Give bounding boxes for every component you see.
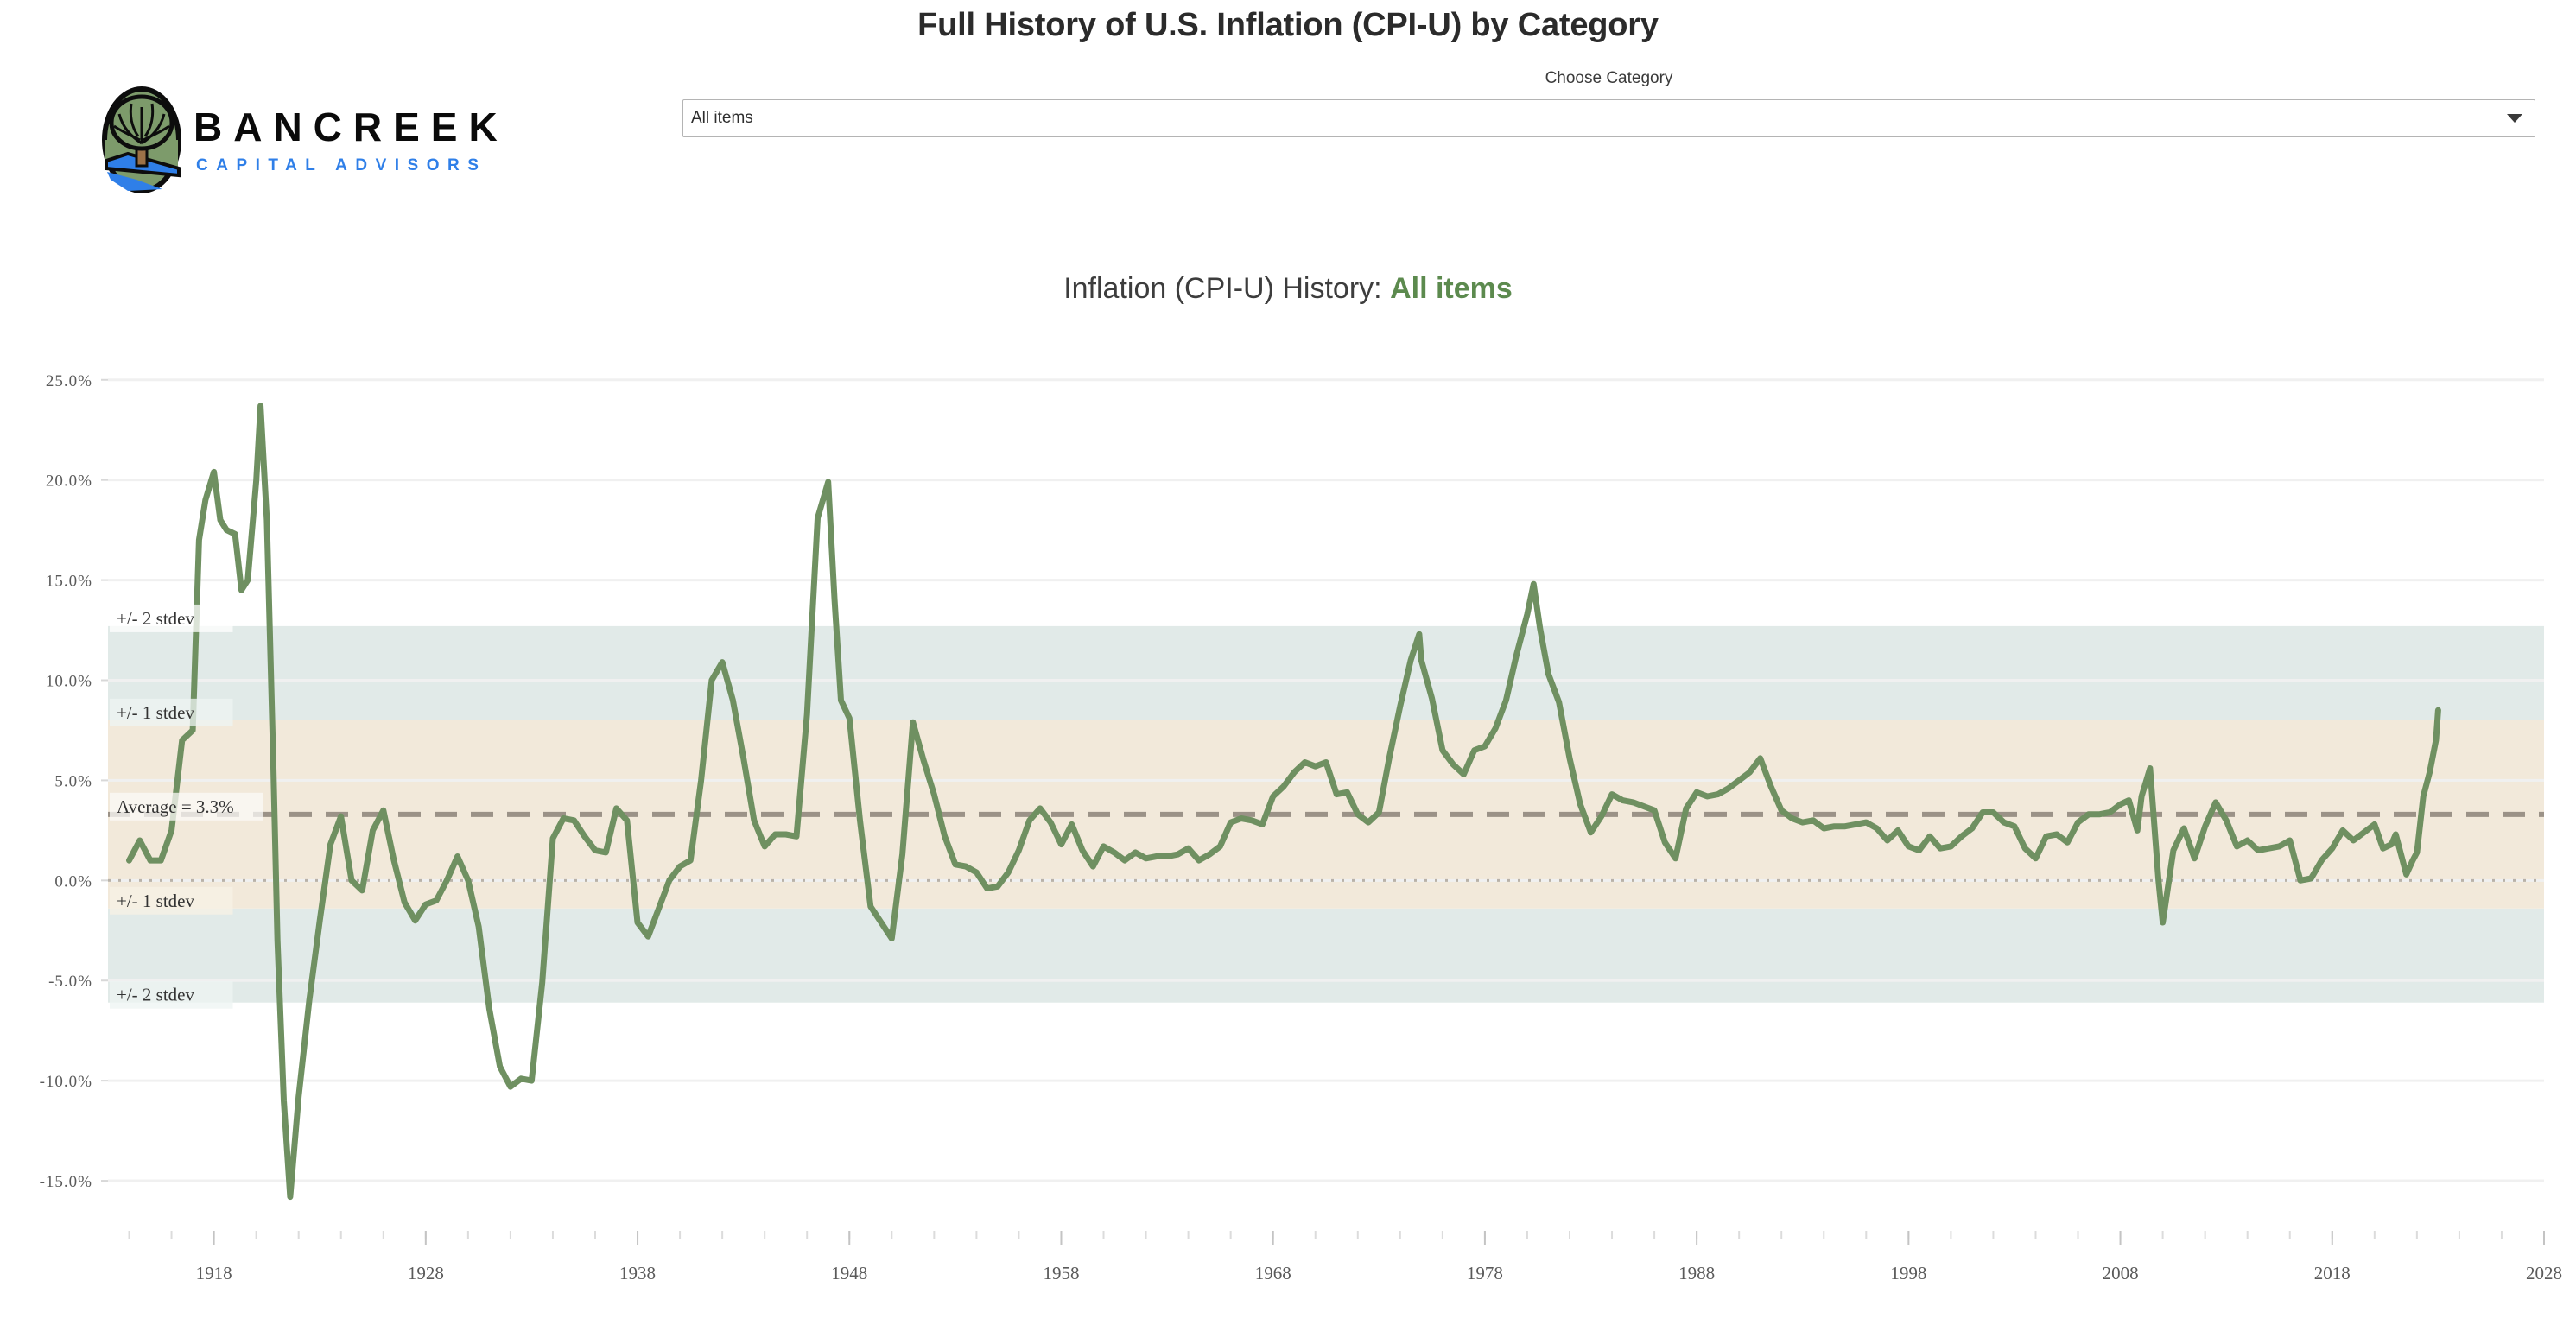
logo-tagline: CAPITAL ADVISORS: [196, 156, 487, 174]
svg-text:1998: 1998: [1890, 1263, 1926, 1284]
svg-text:-15.0%: -15.0%: [40, 1173, 92, 1191]
svg-text:-5.0%: -5.0%: [48, 973, 92, 991]
svg-text:1988: 1988: [1678, 1263, 1715, 1284]
svg-text:+/- 1 stdev: +/- 1 stdev: [117, 702, 194, 723]
svg-text:20.0%: 20.0%: [46, 472, 92, 491]
svg-text:+/- 2 stdev: +/- 2 stdev: [117, 985, 194, 1005]
svg-text:2028: 2028: [2526, 1263, 2562, 1284]
page-title: Full History of U.S. Inflation (CPI-U) b…: [917, 7, 1659, 43]
svg-text:1978: 1978: [1467, 1263, 1503, 1284]
svg-text:1928: 1928: [408, 1263, 444, 1284]
svg-text:10.0%: 10.0%: [46, 673, 92, 691]
chart-gridlines: [101, 378, 2544, 1182]
inflation-series-line: [126, 403, 2441, 1201]
chart-title: Inflation (CPI-U) History: All items: [0, 272, 2576, 306]
logo-wordmark: BANCREEK: [194, 105, 509, 149]
category-select[interactable]: All items: [682, 98, 2535, 137]
chart-plot-svg: 25.0% 20.0% 15.0% 10.0% 5.0% 0.0% -5.0% -10.0% -…: [40, 372, 2562, 1284]
svg-text:25.0%: 25.0%: [46, 372, 92, 390]
svg-text:1918: 1918: [196, 1263, 232, 1284]
svg-text:-10.0%: -10.0%: [40, 1073, 92, 1091]
svg-text:2008: 2008: [2103, 1263, 2139, 1284]
inflation-chart: 25.0% 20.0% 15.0% 10.0% 5.0% 0.0% -5.0% -10.0% -…: [0, 328, 2576, 1344]
category-label: Choose Category: [1545, 69, 1673, 87]
band-annotation-labels: +/- 2 stdev +/- 1 stdev Average = 3.3% +/- …: [110, 604, 263, 1009]
tree-in-oval-logo-icon: [102, 86, 181, 193]
svg-text:15.0%: 15.0%: [46, 573, 92, 591]
chart-title-prefix: Inflation (CPI-U) History:: [1063, 272, 1382, 305]
svg-text:0.0%: 0.0%: [54, 872, 92, 891]
svg-text:1968: 1968: [1255, 1263, 1291, 1284]
svg-text:5.0%: 5.0%: [54, 772, 92, 790]
svg-text:+/- 2 stdev: +/- 2 stdev: [117, 608, 194, 629]
svg-text:Average = 3.3%: Average = 3.3%: [117, 796, 234, 817]
chart-title-category: All items: [1390, 272, 1513, 305]
svg-text:2018: 2018: [2314, 1263, 2351, 1284]
category-control: Choose Category All items: [682, 69, 2535, 137]
svg-text:1938: 1938: [619, 1263, 656, 1284]
chevron-down-icon[interactable]: [2507, 113, 2522, 123]
svg-text:1948: 1948: [831, 1263, 867, 1284]
bancreek-logo: BANCREEK CAPITAL ADVISORS: [102, 86, 509, 194]
category-selected-value: All items: [691, 108, 753, 127]
x-axis-tick-labels: 1918 1928 1938 1948 1958 1968 1978 1988 1998 2008…: [128, 1231, 2562, 1284]
y-axis-tick-labels: 25.0% 20.0% 15.0% 10.0% 5.0% 0.0% -5.0% -10.0% -…: [40, 372, 92, 1191]
svg-text:1958: 1958: [1043, 1263, 1079, 1284]
svg-text:+/- 1 stdev: +/- 1 stdev: [117, 891, 194, 911]
